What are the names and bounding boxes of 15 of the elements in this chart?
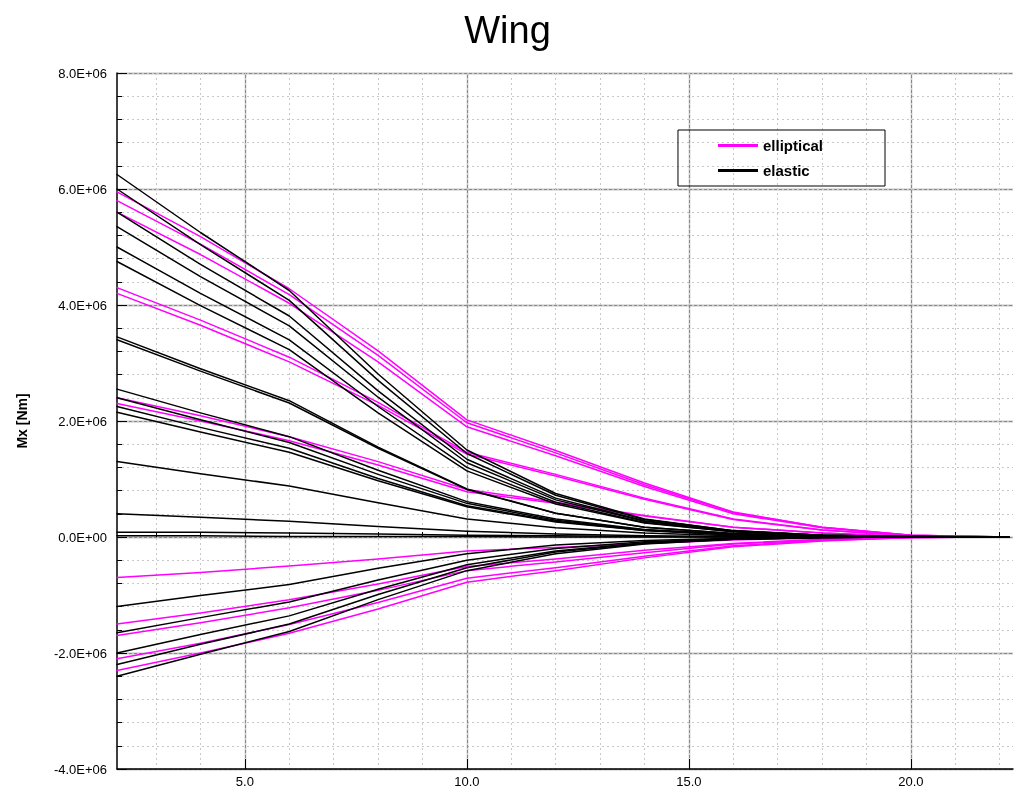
y-tick-label: 4.0E+06 (58, 297, 107, 313)
legend-label: elastic (762, 162, 810, 179)
x-tick-label: 20.0 (898, 774, 924, 789)
chart-title: Wing (464, 9, 551, 51)
y-tick-label: 6.0E+06 (58, 181, 107, 197)
y-tick-label: -2.0E+06 (53, 645, 107, 661)
legend-label: elliptical (762, 137, 824, 154)
y-axis-title: Mx [Nm] (14, 393, 30, 449)
y-tick-label: 2.0E+06 (58, 413, 107, 429)
y-tick-label: -4.0E+06 (53, 761, 107, 777)
x-tick-label: 10.0 (454, 774, 480, 789)
x-tick-label: 15.0 (676, 774, 702, 789)
y-tick-label: 8.0E+06 (58, 65, 107, 81)
x-tick-label: 5.0 (235, 774, 254, 789)
y-tick-label: 0.0E+00 (58, 529, 107, 545)
